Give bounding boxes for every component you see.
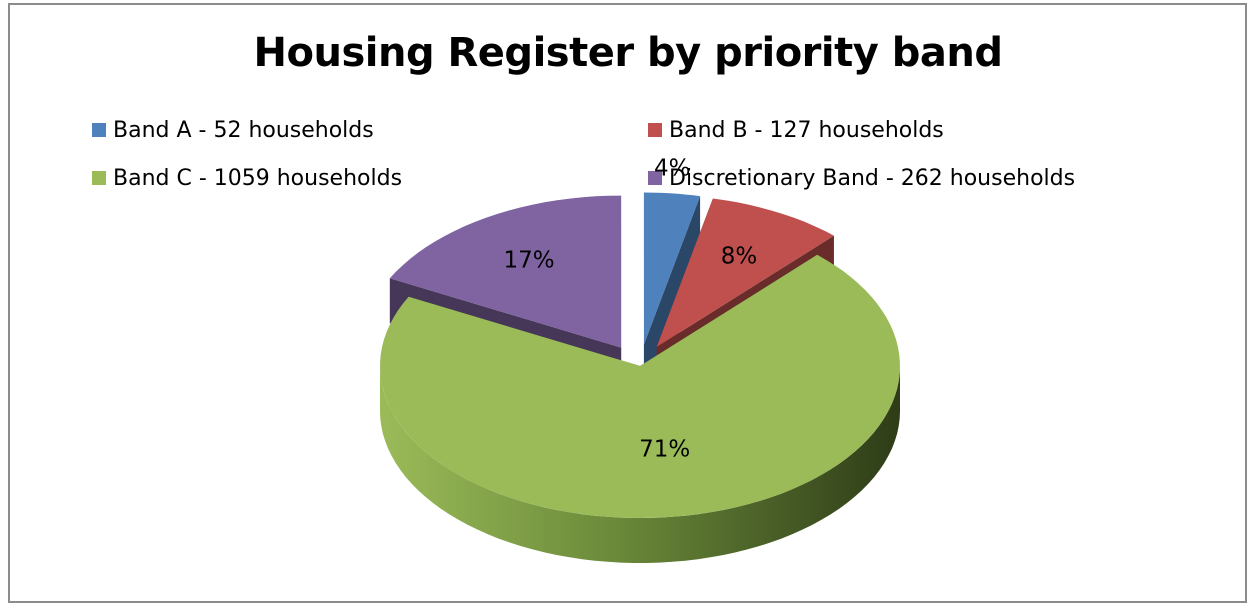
pie-slice-band-a: [643, 192, 701, 390]
slice-wall: [643, 196, 701, 390]
legend-item-band-c: Band C - 1059 households: [92, 164, 402, 192]
legend-label-band-c: Band C - 1059 households: [113, 165, 403, 191]
slice-top: [380, 254, 900, 519]
pie-chart: 4% 8% 71% 17%: [380, 155, 900, 563]
legend-swatch-band-c: [92, 171, 106, 185]
legend-label-band-b: Band B - 127 households: [669, 117, 944, 143]
slice-top: [656, 198, 834, 347]
legend-swatch-band-a: [92, 123, 106, 137]
legend-item-band-a: Band A - 52 households: [92, 116, 374, 144]
pie-layer: [380, 192, 900, 563]
legend-swatch-discretionary: [648, 171, 662, 185]
slice-top: [389, 195, 622, 348]
legend-item-band-b: Band B - 127 households: [648, 116, 944, 144]
slice-label-2: 71%: [639, 436, 690, 462]
legend-label-discretionary: Discretionary Band - 262 households: [669, 165, 1076, 191]
slice-label-3: 17%: [503, 247, 554, 273]
pie-slice-band-c: [380, 254, 900, 563]
slice-top: [643, 192, 701, 345]
chart-title: Housing Register by priority band: [253, 30, 1003, 76]
legend-label-band-a: Band A - 52 households: [113, 117, 374, 143]
slice-label-0: 4%: [654, 155, 691, 181]
slice-label-1: 8%: [721, 243, 758, 269]
legend-swatch-band-b: [648, 123, 662, 137]
legend-item-discretionary: Discretionary Band - 262 households: [648, 164, 1075, 192]
slice-side: [380, 366, 900, 563]
